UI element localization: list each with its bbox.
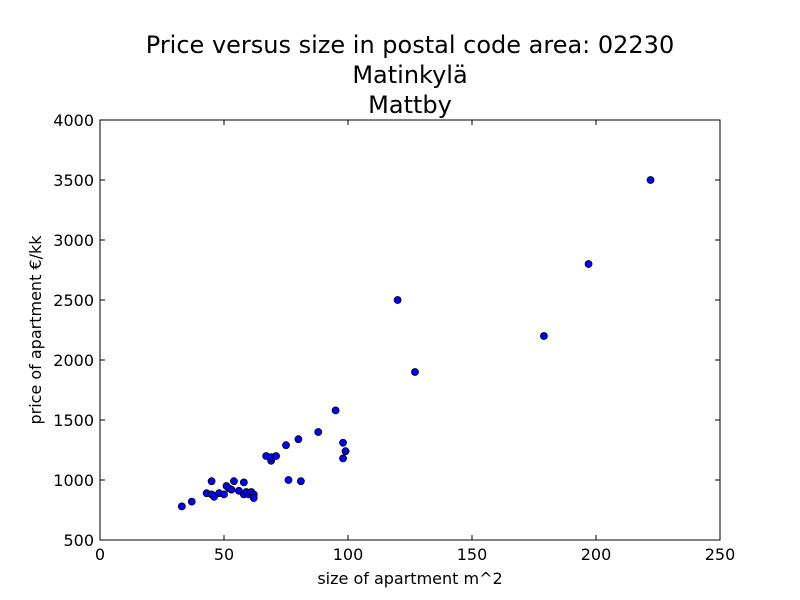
x-axis-label: size of apartment m^2 [317, 569, 502, 588]
data-point [314, 428, 323, 436]
data-point [646, 176, 655, 184]
y-tick-label: 4000 [53, 111, 94, 130]
data-points [177, 176, 655, 511]
axis-ticks: 0 50 100 150 200 250 500 1000 1500 2000 2500 3000 35… [53, 111, 735, 564]
y-tick-label: 2000 [53, 351, 94, 370]
chart-title-line-1: Price versus size in postal code area: 0… [146, 31, 674, 59]
x-tick-label: 250 [705, 545, 736, 564]
data-point [177, 502, 186, 511]
data-point [341, 447, 350, 456]
x-tick-label: 0 [95, 545, 105, 564]
data-point [282, 441, 290, 450]
y-tick-label: 1500 [53, 411, 94, 430]
data-point [584, 260, 593, 268]
data-point [284, 476, 293, 484]
data-point [411, 368, 419, 376]
data-point [296, 477, 305, 486]
data-point [331, 406, 340, 415]
x-tick-label: 100 [333, 545, 364, 564]
data-point [339, 438, 347, 447]
data-point [294, 435, 303, 444]
x-tick-label: 150 [457, 545, 488, 564]
data-point [207, 477, 216, 486]
data-point [272, 452, 280, 460]
data-point [227, 485, 236, 494]
y-tick-label: 3500 [53, 171, 94, 190]
plot-area [99, 119, 721, 541]
chart-title: Price versus size in postal code area: 0… [146, 31, 674, 119]
x-tick-label: 50 [214, 545, 234, 564]
data-point [540, 332, 548, 340]
y-tick-label: 2500 [53, 291, 94, 310]
data-point [249, 494, 258, 502]
x-tick-label: 200 [581, 545, 612, 564]
chart-title-line-3: Mattby [368, 91, 452, 119]
data-point [187, 497, 196, 506]
chart-title-line-2: Matinkylä [352, 61, 467, 89]
y-axis-label: price of apartment €/kk [26, 235, 45, 425]
data-point [339, 454, 347, 463]
data-point [239, 478, 248, 487]
y-tick-label: 1000 [53, 471, 94, 490]
data-point [220, 490, 228, 499]
data-point [393, 296, 402, 304]
y-tick-label: 500 [63, 531, 94, 550]
y-tick-label: 3000 [53, 231, 94, 250]
data-point [230, 477, 238, 486]
